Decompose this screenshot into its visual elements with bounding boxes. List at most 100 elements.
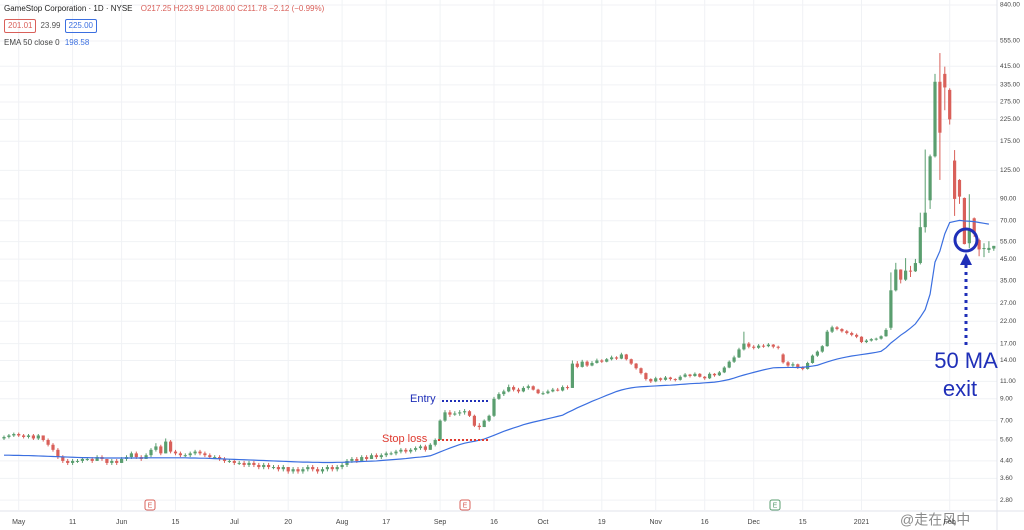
candle-body [982, 248, 986, 250]
candle-body [516, 389, 521, 392]
candle-body [957, 179, 962, 197]
candle-body [943, 73, 947, 88]
candle-body [12, 434, 16, 436]
candle-body [590, 362, 594, 366]
candle-body [433, 439, 437, 445]
candle-body [247, 462, 251, 465]
candle-body [41, 435, 45, 440]
candle-body [668, 377, 672, 380]
candle-body [619, 354, 623, 359]
candle-body [693, 373, 697, 377]
x-tick-label: 16 [701, 519, 709, 526]
candle-body [262, 464, 266, 468]
header-line: GameStop Corporation · 1D · NYSE O217.25… [4, 4, 324, 13]
candle-body [634, 363, 638, 369]
candle-body [938, 81, 942, 133]
y-tick-label: 335.00 [1000, 82, 1020, 89]
y-tick-label: 35.00 [1000, 278, 1017, 285]
candle-body [761, 345, 766, 347]
price-box[interactable]: 201.01 [4, 19, 37, 33]
candle-body [51, 444, 55, 450]
x-tick-label: 2021 [854, 519, 870, 526]
event-box[interactable] [144, 499, 156, 511]
candle-body [708, 373, 712, 379]
event-box[interactable] [769, 499, 781, 511]
candle-body [595, 360, 599, 363]
candle-body [521, 387, 525, 392]
candle-body [585, 361, 589, 366]
candle-body [369, 455, 374, 459]
event-box[interactable] [459, 499, 471, 511]
candle-body [394, 451, 398, 454]
candle-body [149, 449, 153, 456]
candle-body [311, 467, 315, 470]
candle-body [2, 436, 6, 439]
candle-body [678, 376, 682, 380]
candle-body [649, 379, 653, 382]
candle-body [242, 462, 246, 465]
candle-body [859, 336, 864, 343]
y-tick-label: 70.00 [1000, 217, 1017, 224]
candle-body [271, 467, 276, 469]
grid [0, 0, 997, 510]
candle-body [840, 329, 844, 332]
candle-body [286, 467, 290, 472]
candle-body [717, 372, 721, 376]
annotation: Stop loss [382, 433, 428, 445]
indicator-row: EMA 50 close 0 198.58 [4, 38, 89, 47]
candle-body [781, 354, 785, 363]
y-tick-label: 2.80 [1000, 497, 1013, 504]
candle-body [26, 435, 31, 437]
candle-body [551, 389, 555, 392]
candle-body [423, 446, 427, 450]
candle-body [502, 391, 506, 395]
candle-body [438, 420, 442, 440]
x-tick-label: 19 [598, 519, 606, 526]
candle-body [291, 469, 295, 472]
event-label[interactable]: E [773, 502, 778, 509]
candle-body [134, 453, 138, 458]
candle-body [967, 228, 971, 244]
candle-body [889, 290, 893, 328]
candle-body [904, 270, 908, 280]
y-tick-label: 11.00 [1000, 378, 1016, 385]
candle-body [340, 464, 344, 468]
candle-body [487, 415, 491, 421]
candle-body [923, 212, 927, 228]
candle-body [458, 412, 462, 414]
candle-body [801, 367, 805, 369]
x-tick-label: 15 [799, 519, 807, 526]
candle-body [80, 458, 84, 461]
event-label[interactable]: E [463, 502, 468, 509]
candle-body [399, 449, 403, 452]
candle-body [232, 460, 236, 463]
candle-body [227, 460, 231, 462]
candle-body [629, 359, 633, 364]
y-tick-label: 90.00 [1000, 196, 1017, 203]
candle-body [953, 160, 957, 199]
candle-body [737, 349, 741, 358]
candle-body [222, 458, 227, 461]
candle-body [71, 460, 75, 463]
event-label[interactable]: E [148, 502, 153, 509]
candle-body [747, 343, 751, 347]
candle-body [884, 329, 888, 337]
price-box[interactable]: 225.00 [64, 19, 97, 33]
candle-body [414, 448, 418, 450]
watermark: @走在风中 [900, 512, 970, 528]
candle-body [992, 245, 996, 249]
candle-body [296, 469, 300, 472]
candle-body [360, 457, 364, 461]
plot [2, 53, 996, 474]
candle-body [644, 373, 648, 380]
candle-body [688, 374, 692, 377]
y-tick-label: 125.00 [1000, 167, 1020, 174]
candle-body [605, 359, 609, 362]
candle-body [874, 338, 878, 340]
candle-body [75, 460, 80, 462]
candle-body [17, 434, 21, 436]
candle-body [350, 458, 354, 461]
candle-body [722, 367, 726, 373]
candle-body [948, 89, 952, 120]
